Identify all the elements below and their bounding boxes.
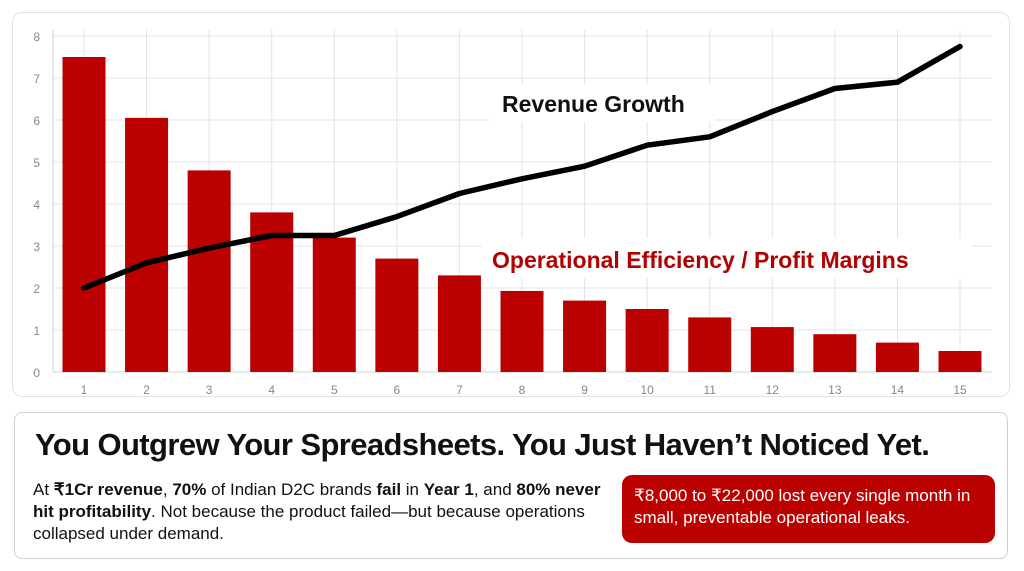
paragraph-text: At: [33, 480, 54, 499]
emphasis-text: ₹1Cr revenue: [53, 480, 163, 499]
x-tick-label: 2: [143, 383, 150, 397]
revenue-growth-label: Revenue Growth: [502, 91, 685, 117]
bar: [625, 309, 669, 372]
x-tick-label: 14: [891, 383, 905, 397]
x-tick-label: 7: [456, 383, 463, 397]
y-tick-label: 6: [33, 114, 40, 128]
bar: [125, 117, 169, 373]
emphasis-text: 70%: [172, 480, 207, 499]
bar: [750, 327, 794, 372]
emphasis-text: fail: [376, 480, 402, 499]
headline: You Outgrew Your Spreadsheets. You Just …: [35, 427, 930, 462]
y-tick-label: 5: [33, 156, 40, 170]
x-tick-label: 12: [766, 383, 780, 397]
label-background: [482, 238, 972, 278]
loss-callout: ₹8,000 to ₹22,000 lost every single mont…: [622, 475, 995, 543]
x-tick-label: 6: [394, 383, 401, 397]
paragraph-text: . Not because the product failed—but bec…: [33, 502, 585, 543]
efficiency-label: Operational Efficiency / Profit Margins: [492, 247, 909, 273]
x-tick-label: 1: [81, 383, 88, 397]
label-background: [490, 84, 715, 122]
y-tick-label: 3: [33, 240, 40, 254]
paragraph-text: ,: [162, 480, 173, 499]
x-tick-label: 15: [953, 383, 967, 397]
y-tick-label: 0: [33, 366, 40, 380]
bar: [500, 290, 544, 372]
y-tick-label: 8: [33, 30, 40, 44]
bar: [312, 237, 356, 372]
emphasis-text: Year 1: [423, 480, 474, 499]
bar: [688, 317, 732, 372]
bar: [187, 170, 231, 372]
info-card: You Outgrew Your Spreadsheets. You Just …: [14, 412, 1008, 559]
x-tick-label: 11: [703, 383, 716, 397]
y-tick-label: 2: [33, 282, 40, 296]
bar: [938, 351, 982, 372]
paragraph-text: of Indian D2C brands: [206, 480, 377, 499]
x-tick-label: 8: [519, 383, 526, 397]
bar: [375, 258, 419, 372]
paragraph-text: , and: [473, 480, 517, 499]
emphasis-text: 80% never hit profitability: [33, 480, 601, 521]
x-tick-label: 3: [206, 383, 213, 397]
bar: [813, 334, 857, 372]
x-tick-label: 13: [828, 383, 842, 397]
x-tick-label: 10: [640, 383, 654, 397]
x-tick-label: 9: [581, 383, 588, 397]
bar: [62, 57, 106, 372]
bar: [875, 342, 919, 372]
bar: [437, 275, 481, 372]
y-tick-label: 7: [33, 72, 40, 86]
y-tick-label: 1: [33, 324, 40, 338]
x-tick-label: 4: [268, 383, 275, 397]
paragraph-text: in: [401, 480, 424, 499]
bar: [563, 300, 607, 372]
statistics-paragraph: At ₹1Cr revenue, 70% of Indian D2C brand…: [33, 479, 623, 545]
x-tick-label: 5: [331, 383, 338, 397]
y-tick-label: 4: [33, 198, 40, 212]
